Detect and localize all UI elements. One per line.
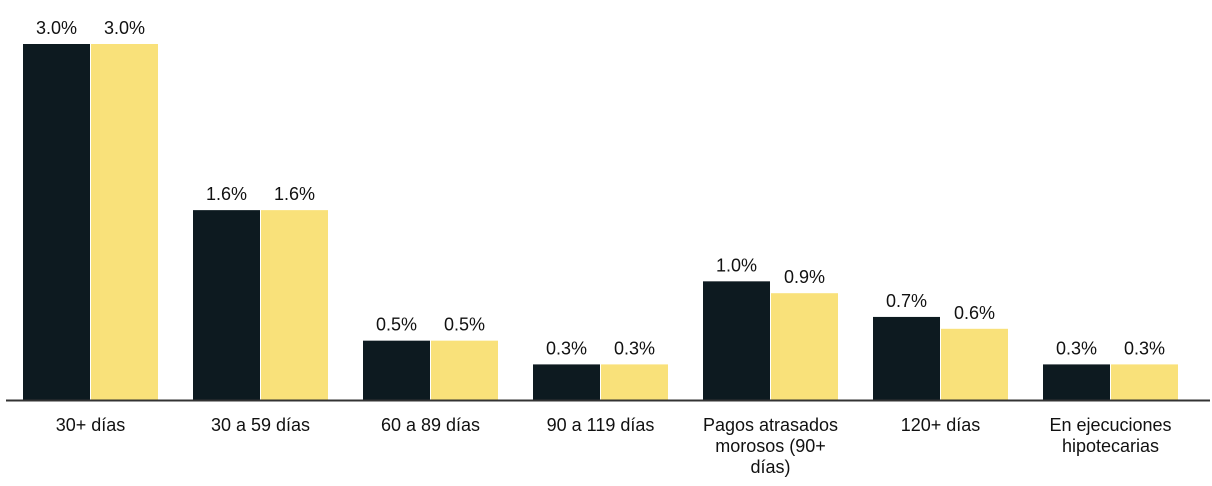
value-label-s1-4: 0.3% [546, 338, 587, 358]
category-label-line: Pagos atrasados [703, 415, 838, 435]
category-label-line: 30+ días [56, 415, 126, 435]
category-label-line: 30 a 59 días [211, 415, 310, 435]
category-label-line: 90 a 119 días [547, 415, 655, 435]
bar-s2-7 [1111, 364, 1178, 400]
value-label-s2-5: 0.9% [784, 267, 825, 287]
category-label-line: hipotecarias [1062, 436, 1159, 456]
value-label-s2-4: 0.3% [614, 338, 655, 358]
category-label-line: morosos (90+ [715, 436, 826, 456]
category-labels-layer: 30+ días 30 a 59 días 60 a 89 días 90 a 119… [56, 415, 1172, 477]
bar-s1-7 [1043, 364, 1110, 400]
bar-s2-4 [601, 364, 668, 400]
category-label-2: 30 a 59 días [211, 415, 310, 435]
value-label-s1-5: 1.0% [716, 255, 757, 275]
value-label-s2-6: 0.6% [954, 303, 995, 323]
category-label-1: 30+ días [56, 415, 126, 435]
category-label-3: 60 a 89 días [381, 415, 480, 435]
bar-s2-5 [771, 293, 838, 400]
category-label-line: 120+ días [901, 415, 981, 435]
bar-s2-3 [431, 340, 498, 400]
value-label-s2-3: 0.5% [444, 315, 485, 335]
bar-s1-5 [703, 281, 770, 400]
bar-s1-1 [23, 44, 90, 400]
value-label-s2-7: 0.3% [1124, 338, 1165, 358]
category-label-line: 60 a 89 días [381, 415, 480, 435]
bar-s2-2 [261, 210, 328, 400]
value-label-s1-7: 0.3% [1056, 338, 1097, 358]
value-labels-layer: 3.0% 3.0% 1.6% 1.6% 0.5% 0.5% 0.3% 0.3% 1.0% 0.9%… [36, 18, 1165, 358]
value-label-s1-3: 0.5% [376, 315, 417, 335]
bar-s1-6 [873, 316, 940, 400]
category-label-4: 90 a 119 días [547, 415, 655, 435]
category-label-6: 120+ días [901, 415, 981, 435]
bar-s2-6 [941, 328, 1008, 400]
bars-layer [23, 44, 1178, 400]
value-label-s1-1: 3.0% [36, 18, 77, 38]
value-label-s2-1: 3.0% [104, 18, 145, 38]
value-label-s2-2: 1.6% [274, 184, 315, 204]
value-label-s1-6: 0.7% [886, 291, 927, 311]
category-label-7: En ejecuciones hipotecarias [1049, 415, 1171, 456]
category-label-line: días) [750, 457, 790, 477]
bar-s2-1 [91, 44, 158, 400]
category-label-line: En ejecuciones [1049, 415, 1171, 435]
value-label-s1-2: 1.6% [206, 184, 247, 204]
bar-s1-4 [533, 364, 600, 400]
category-label-5: Pagos atrasados morosos (90+ días) [703, 415, 838, 477]
bar-s1-2 [193, 210, 260, 400]
bar-s1-3 [363, 340, 430, 400]
